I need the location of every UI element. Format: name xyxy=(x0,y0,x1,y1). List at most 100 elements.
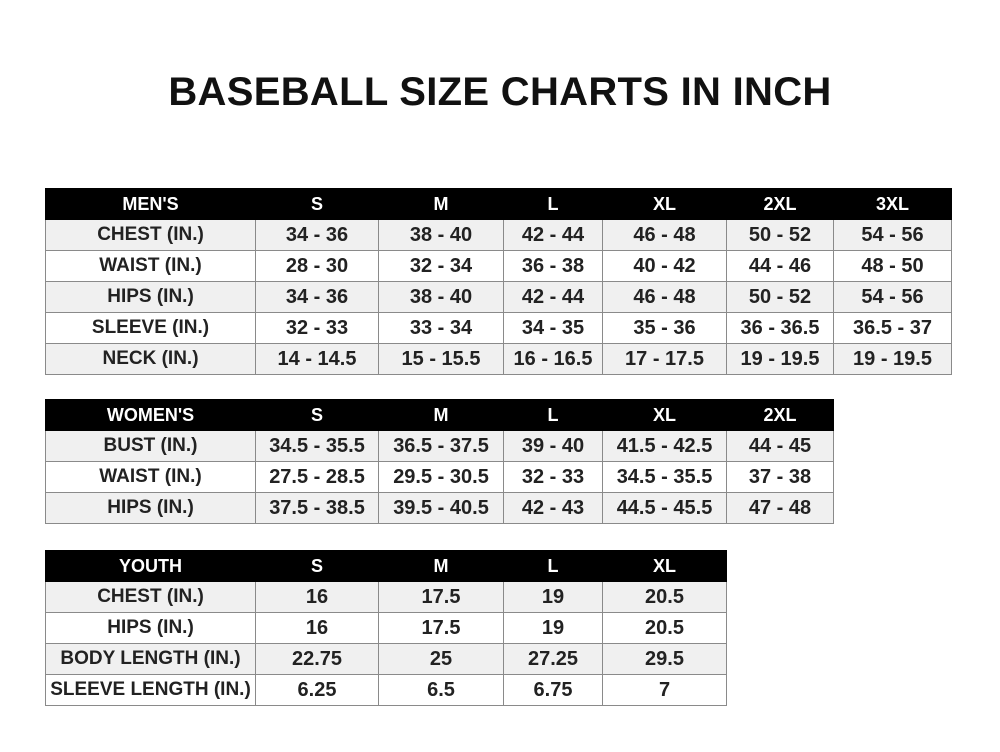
size-value-cell: 34 - 36 xyxy=(255,281,379,313)
size-value-cell: 22.75 xyxy=(255,643,379,675)
size-value-cell: 54 - 56 xyxy=(833,281,952,313)
size-value-cell: 29.5 - 30.5 xyxy=(378,461,504,493)
size-value-cell: 33 - 34 xyxy=(378,312,504,344)
size-value-cell: 19 - 19.5 xyxy=(726,343,834,375)
size-value-cell: 36.5 - 37.5 xyxy=(378,430,504,462)
size-header: M xyxy=(378,188,504,220)
size-value-cell: 16 xyxy=(255,612,379,644)
size-header: 2XL xyxy=(726,399,834,431)
size-value-cell: 44 - 45 xyxy=(726,430,834,462)
size-header: L xyxy=(503,399,603,431)
size-header: L xyxy=(503,188,603,220)
size-value-cell: 7 xyxy=(602,674,727,706)
table-row: BODY LENGTH (IN.) 22.75 25 27.25 29.5 xyxy=(45,643,727,675)
size-value-cell: 27.25 xyxy=(503,643,603,675)
size-header: XL xyxy=(602,550,727,582)
page-title: BASEBALL SIZE CHARTS IN INCH xyxy=(168,70,832,114)
size-value-cell: 19 - 19.5 xyxy=(833,343,952,375)
measurement-label: HIPS (IN.) xyxy=(45,281,256,313)
size-header: XL xyxy=(602,188,727,220)
size-value-cell: 50 - 52 xyxy=(726,281,834,313)
measurement-label: HIPS (IN.) xyxy=(45,612,256,644)
measurement-label: CHEST (IN.) xyxy=(45,581,256,613)
size-value-cell: 42 - 44 xyxy=(503,281,603,313)
size-value-cell: 6.75 xyxy=(503,674,603,706)
header-row: MEN'S S M L XL 2XL 3XL xyxy=(45,188,952,220)
size-header: L xyxy=(503,550,603,582)
womens-size-table: WOMEN'S S M L XL 2XL BUST (IN.) 34.5 - 35.5 36.5… xyxy=(45,399,834,524)
size-value-cell: 38 - 40 xyxy=(378,219,504,251)
size-value-cell: 36.5 - 37 xyxy=(833,312,952,344)
size-value-cell: 34 - 36 xyxy=(255,219,379,251)
size-value-cell: 25 xyxy=(378,643,504,675)
size-header: 3XL xyxy=(833,188,952,220)
measurement-label: SLEEVE (IN.) xyxy=(45,312,256,344)
size-value-cell: 50 - 52 xyxy=(726,219,834,251)
size-value-cell: 39.5 - 40.5 xyxy=(378,492,504,524)
size-value-cell: 32 - 34 xyxy=(378,250,504,282)
size-value-cell: 44 - 46 xyxy=(726,250,834,282)
measurement-label: HIPS (IN.) xyxy=(45,492,256,524)
size-value-cell: 32 - 33 xyxy=(255,312,379,344)
size-value-cell: 40 - 42 xyxy=(602,250,727,282)
size-header: S xyxy=(255,550,379,582)
header-row: WOMEN'S S M L XL 2XL xyxy=(45,399,834,431)
size-value-cell: 27.5 - 28.5 xyxy=(255,461,379,493)
table-row: HIPS (IN.) 16 17.5 19 20.5 xyxy=(45,612,727,644)
table-row: NECK (IN.) 14 - 14.5 15 - 15.5 16 - 16.5 17 … xyxy=(45,343,952,375)
size-value-cell: 35 - 36 xyxy=(602,312,727,344)
measurement-label: WAIST (IN.) xyxy=(45,461,256,493)
size-value-cell: 15 - 15.5 xyxy=(378,343,504,375)
size-value-cell: 29.5 xyxy=(602,643,727,675)
table-row: WAIST (IN.) 28 - 30 32 - 34 36 - 38 40 - 42 4… xyxy=(45,250,952,282)
size-value-cell: 14 - 14.5 xyxy=(255,343,379,375)
size-value-cell: 17.5 xyxy=(378,581,504,613)
size-header: S xyxy=(255,188,379,220)
size-value-cell: 19 xyxy=(503,612,603,644)
table-row: HIPS (IN.) 37.5 - 38.5 39.5 - 40.5 42 - 43 4… xyxy=(45,492,834,524)
size-value-cell: 6.25 xyxy=(255,674,379,706)
size-value-cell: 48 - 50 xyxy=(833,250,952,282)
size-value-cell: 46 - 48 xyxy=(602,219,727,251)
table-row: SLEEVE LENGTH (IN.) 6.25 6.5 6.75 7 xyxy=(45,674,727,706)
size-value-cell: 36 - 36.5 xyxy=(726,312,834,344)
mens-size-table: MEN'S S M L XL 2XL 3XL CHEST (IN.) 34 - 36 38 - 4… xyxy=(45,188,952,375)
size-value-cell: 34 - 35 xyxy=(503,312,603,344)
size-value-cell: 16 xyxy=(255,581,379,613)
measurement-label: NECK (IN.) xyxy=(45,343,256,375)
size-value-cell: 47 - 48 xyxy=(726,492,834,524)
size-value-cell: 36 - 38 xyxy=(503,250,603,282)
size-value-cell: 17.5 xyxy=(378,612,504,644)
table-row: CHEST (IN.) 16 17.5 19 20.5 xyxy=(45,581,727,613)
size-header: M xyxy=(378,550,504,582)
measurement-label: BUST (IN.) xyxy=(45,430,256,462)
size-value-cell: 20.5 xyxy=(602,612,727,644)
size-value-cell: 17 - 17.5 xyxy=(602,343,727,375)
header-row: YOUTH S M L XL xyxy=(45,550,727,582)
size-value-cell: 19 xyxy=(503,581,603,613)
youth-size-table: YOUTH S M L XL CHEST (IN.) 16 17.5 19 20.5 HIPS (I… xyxy=(45,550,727,706)
size-header: S xyxy=(255,399,379,431)
measurement-label: WAIST (IN.) xyxy=(45,250,256,282)
size-header: M xyxy=(378,399,504,431)
size-value-cell: 37.5 - 38.5 xyxy=(255,492,379,524)
size-value-cell: 37 - 38 xyxy=(726,461,834,493)
size-value-cell: 46 - 48 xyxy=(602,281,727,313)
size-value-cell: 38 - 40 xyxy=(378,281,504,313)
size-value-cell: 44.5 - 45.5 xyxy=(602,492,727,524)
size-value-cell: 39 - 40 xyxy=(503,430,603,462)
size-header: XL xyxy=(602,399,727,431)
measurement-label: SLEEVE LENGTH (IN.) xyxy=(45,674,256,706)
table-row: WAIST (IN.) 27.5 - 28.5 29.5 - 30.5 32 - 33… xyxy=(45,461,834,493)
category-header: YOUTH xyxy=(45,550,256,582)
size-value-cell: 42 - 44 xyxy=(503,219,603,251)
size-value-cell: 42 - 43 xyxy=(503,492,603,524)
size-value-cell: 20.5 xyxy=(602,581,727,613)
category-header: WOMEN'S xyxy=(45,399,256,431)
size-header: 2XL xyxy=(726,188,834,220)
size-value-cell: 28 - 30 xyxy=(255,250,379,282)
size-value-cell: 34.5 - 35.5 xyxy=(602,461,727,493)
size-value-cell: 41.5 - 42.5 xyxy=(602,430,727,462)
size-value-cell: 32 - 33 xyxy=(503,461,603,493)
category-header: MEN'S xyxy=(45,188,256,220)
